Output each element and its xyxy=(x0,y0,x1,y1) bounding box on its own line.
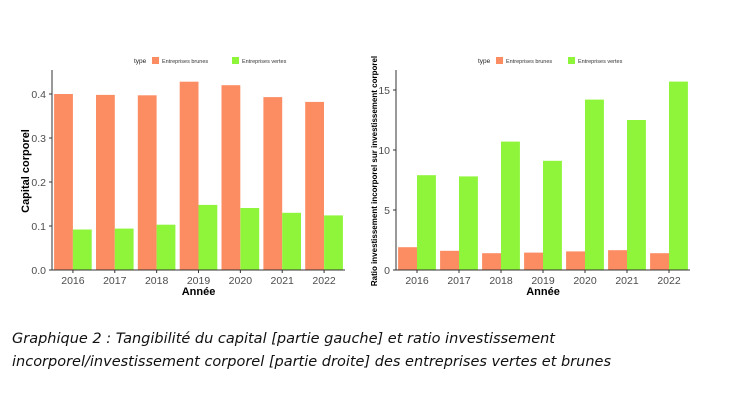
bar-brunes-2019 xyxy=(179,81,199,270)
legend-swatch-0 xyxy=(496,57,503,64)
bar-brunes-2018 xyxy=(137,95,157,270)
y-tick-label: 0 xyxy=(384,265,390,277)
chart-right-ratio-investissement: type Entreprises brunes Entreprises vertes… xyxy=(370,56,690,298)
bar-brunes-2016 xyxy=(398,247,417,270)
legend-label-1: Entreprises vertes xyxy=(242,59,287,65)
legend-swatch-0 xyxy=(152,57,159,64)
bar-brunes-2019 xyxy=(524,252,543,270)
x-axis-title: Année xyxy=(182,286,216,298)
x-tick-label-2022: 2022 xyxy=(657,275,681,287)
x-tick-label-2016: 2016 xyxy=(405,275,429,287)
bar-brunes-2017 xyxy=(96,94,115,271)
x-tick-label-2017: 2017 xyxy=(103,275,127,287)
legend-title: type xyxy=(134,58,147,65)
x-tick-label-2017: 2017 xyxy=(447,275,471,287)
y-tick-label: 0.4 xyxy=(31,89,46,101)
y-tick-label: 0.1 xyxy=(31,221,46,233)
bar-vertes-2022 xyxy=(324,215,343,270)
bar-vertes-2022 xyxy=(669,81,688,270)
bar-vertes-2020 xyxy=(240,208,260,270)
x-tick-label-2016: 2016 xyxy=(61,275,85,287)
x-tick-label-2019: 2019 xyxy=(531,275,555,287)
bar-brunes-2018 xyxy=(482,253,501,270)
bar-brunes-2016 xyxy=(54,94,73,270)
x-tick-label-2022: 2022 xyxy=(312,275,336,287)
bar-vertes-2020 xyxy=(585,99,604,270)
figure-caption: Graphique 2 : Tangibilité du capital [pa… xyxy=(12,331,612,370)
x-tick-label-2020: 2020 xyxy=(229,275,253,287)
y-tick-label: 15 xyxy=(378,85,390,97)
bar-vertes-2021 xyxy=(627,120,646,270)
y-tick-label: 0.2 xyxy=(31,177,46,189)
y-axis-title: Capital corporel xyxy=(20,129,32,213)
bar-brunes-2020 xyxy=(221,85,241,270)
bar-vertes-2019 xyxy=(543,160,562,270)
legend-title: type xyxy=(478,58,491,65)
y-axis-title: Ratio investissement incorporel sur inve… xyxy=(370,56,379,286)
x-tick-label-2019: 2019 xyxy=(187,275,211,287)
bar-brunes-2017 xyxy=(440,250,459,270)
bar-vertes-2017 xyxy=(114,228,134,270)
bar-vertes-2019 xyxy=(198,204,218,270)
legend: type Entreprises brunes Entreprises vertes xyxy=(134,57,287,65)
bar-brunes-2021 xyxy=(608,250,627,270)
legend: type Entreprises brunes Entreprises vertes xyxy=(478,57,623,65)
x-tick-label-2018: 2018 xyxy=(145,275,169,287)
y-tick-label: 5 xyxy=(384,205,390,217)
figure: type Entreprises brunes Entreprises vertes… xyxy=(20,56,690,298)
x-tick-label-2018: 2018 xyxy=(489,275,513,287)
x-tick-label-2021: 2021 xyxy=(615,275,639,287)
bar-brunes-2022 xyxy=(650,253,669,270)
bar-vertes-2017 xyxy=(459,176,478,270)
legend-swatch-1 xyxy=(568,57,575,64)
bar-vertes-2018 xyxy=(501,141,520,270)
x-tick-label-2020: 2020 xyxy=(573,275,597,287)
bar-vertes-2016 xyxy=(72,229,92,270)
legend-label-0: Entreprises brunes xyxy=(506,59,552,65)
bar-brunes-2022 xyxy=(305,101,324,271)
x-axis-title: Année xyxy=(526,286,560,298)
y-tick-label: 0.3 xyxy=(31,133,46,145)
x-tick-label-2021: 2021 xyxy=(271,275,295,287)
chart-left-capital-corporel: type Entreprises brunes Entreprises vertes… xyxy=(20,57,345,298)
legend-label-1: Entreprises vertes xyxy=(578,59,623,65)
bar-vertes-2021 xyxy=(282,212,301,270)
legend-label-0: Entreprises brunes xyxy=(162,59,208,65)
bar-brunes-2020 xyxy=(566,251,585,270)
bar-brunes-2021 xyxy=(263,97,283,270)
legend-swatch-1 xyxy=(232,57,239,64)
bar-vertes-2018 xyxy=(156,224,176,270)
y-tick-label: 0.0 xyxy=(31,265,46,277)
bar-vertes-2016 xyxy=(417,175,436,270)
y-tick-label: 10 xyxy=(378,145,390,157)
